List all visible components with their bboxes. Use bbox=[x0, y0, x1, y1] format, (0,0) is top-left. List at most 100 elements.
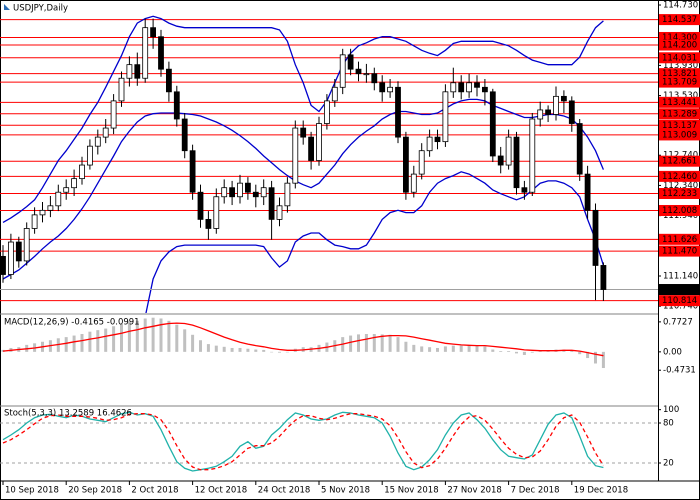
band-upper bbox=[2, 15, 604, 223]
candle-body bbox=[363, 73, 370, 76]
macd-bar bbox=[372, 334, 376, 352]
level-label-bg bbox=[659, 295, 700, 307]
y-tick-label: 114.730 bbox=[663, 1, 698, 11]
macd-bar bbox=[112, 326, 116, 352]
level-label-bg bbox=[659, 76, 700, 88]
macd-bar bbox=[151, 317, 155, 352]
macd-bar bbox=[80, 334, 84, 352]
macd-bar bbox=[120, 323, 123, 352]
macd-bar bbox=[388, 334, 392, 352]
candle-body bbox=[481, 86, 488, 93]
candle-body bbox=[537, 109, 544, 120]
candle-body bbox=[15, 241, 22, 262]
candle-body bbox=[339, 54, 346, 88]
candle-body bbox=[31, 214, 38, 229]
y-tick-label: 80 bbox=[663, 419, 674, 429]
x-tick-label: 19 Dec 2018 bbox=[574, 486, 628, 496]
macd-bar bbox=[246, 348, 250, 352]
candle-body bbox=[118, 77, 125, 102]
level-label: 113.009 bbox=[662, 130, 697, 140]
level-label-bg bbox=[659, 39, 700, 51]
macd-bar bbox=[467, 345, 471, 352]
macd-bar bbox=[499, 351, 503, 352]
level-label: 113.441 bbox=[662, 98, 697, 108]
y-tick-label: 20 bbox=[663, 459, 674, 469]
level-label-bg bbox=[659, 170, 700, 182]
level-label-bg bbox=[659, 108, 700, 120]
level-label-bg bbox=[659, 14, 700, 26]
x-tick-label: 5 Nov 2018 bbox=[321, 486, 370, 496]
macd-bar bbox=[222, 346, 226, 352]
macd-bar bbox=[475, 345, 479, 352]
current-price-label: 110.961 bbox=[662, 285, 697, 295]
macd-bar bbox=[167, 320, 171, 352]
y-tick-label: 113.930 bbox=[663, 61, 698, 71]
candle-body bbox=[205, 218, 212, 229]
candle-body bbox=[434, 136, 441, 143]
candle-body bbox=[47, 205, 54, 211]
candle-body bbox=[181, 118, 188, 152]
level-label: 114.300 bbox=[662, 33, 697, 43]
candle-body bbox=[300, 127, 307, 138]
level-label: 112.661 bbox=[662, 157, 697, 167]
candle-body bbox=[260, 187, 267, 198]
candle-body bbox=[165, 68, 172, 93]
y-tick-label: 100 bbox=[663, 405, 679, 415]
candle-body bbox=[347, 54, 354, 70]
chart-title: USDJPY,Daily bbox=[13, 4, 68, 14]
candle-body bbox=[7, 241, 14, 275]
macd-bar bbox=[491, 349, 495, 352]
candle-body bbox=[71, 178, 77, 189]
level-label-bg bbox=[659, 119, 700, 131]
macd-bar bbox=[459, 345, 463, 352]
macd-bar bbox=[64, 337, 68, 352]
level-label: 112.233 bbox=[662, 189, 697, 199]
stoch-main bbox=[2, 411, 604, 472]
candle-body bbox=[79, 164, 85, 180]
candle-body bbox=[323, 100, 330, 124]
candle-body bbox=[39, 209, 46, 216]
candle-body bbox=[410, 173, 417, 193]
candle-body bbox=[426, 136, 433, 152]
y-tick-label: 113.530 bbox=[663, 91, 698, 101]
level-label-bg bbox=[659, 68, 700, 80]
x-tick-label: 10 Sep 2018 bbox=[5, 486, 59, 496]
candle-body bbox=[87, 145, 93, 166]
macd-bar bbox=[238, 347, 242, 352]
macd-bar bbox=[159, 318, 163, 352]
candle-body bbox=[600, 265, 607, 290]
candle-body bbox=[308, 136, 315, 161]
candle-body bbox=[513, 136, 520, 189]
macd-bar bbox=[278, 351, 281, 353]
candle-body bbox=[292, 127, 299, 184]
candle-body bbox=[55, 191, 62, 207]
level-label-bg bbox=[659, 52, 700, 64]
candle-body bbox=[489, 91, 496, 157]
macd-bar bbox=[570, 350, 574, 352]
band-lower bbox=[145, 171, 605, 313]
y-tick-label: 112.340 bbox=[663, 181, 698, 191]
macd-bar bbox=[357, 334, 360, 352]
level-label: 112.460 bbox=[662, 172, 697, 182]
candle-body bbox=[213, 196, 220, 229]
candle-body bbox=[134, 64, 141, 79]
candle-body bbox=[94, 136, 101, 147]
level-label-bg bbox=[659, 155, 700, 167]
candle-body bbox=[379, 82, 386, 93]
x-tick-label: 24 Oct 2018 bbox=[258, 486, 311, 496]
candle-body bbox=[331, 86, 338, 102]
y-tick-label: 0.7727 bbox=[663, 317, 693, 327]
symbol-icon bbox=[4, 4, 10, 10]
macd-bar bbox=[72, 335, 76, 352]
candle-body bbox=[252, 191, 259, 198]
candle-body bbox=[450, 82, 457, 93]
candle-body bbox=[268, 187, 275, 220]
panel bbox=[0, 411, 658, 472]
macd-bar bbox=[396, 337, 400, 352]
candle-body bbox=[355, 68, 362, 75]
level-label: 113.289 bbox=[662, 109, 697, 119]
macd-bar bbox=[522, 351, 526, 355]
y-tick-label: -0.4731 bbox=[663, 366, 696, 376]
macd-bar bbox=[364, 334, 368, 352]
